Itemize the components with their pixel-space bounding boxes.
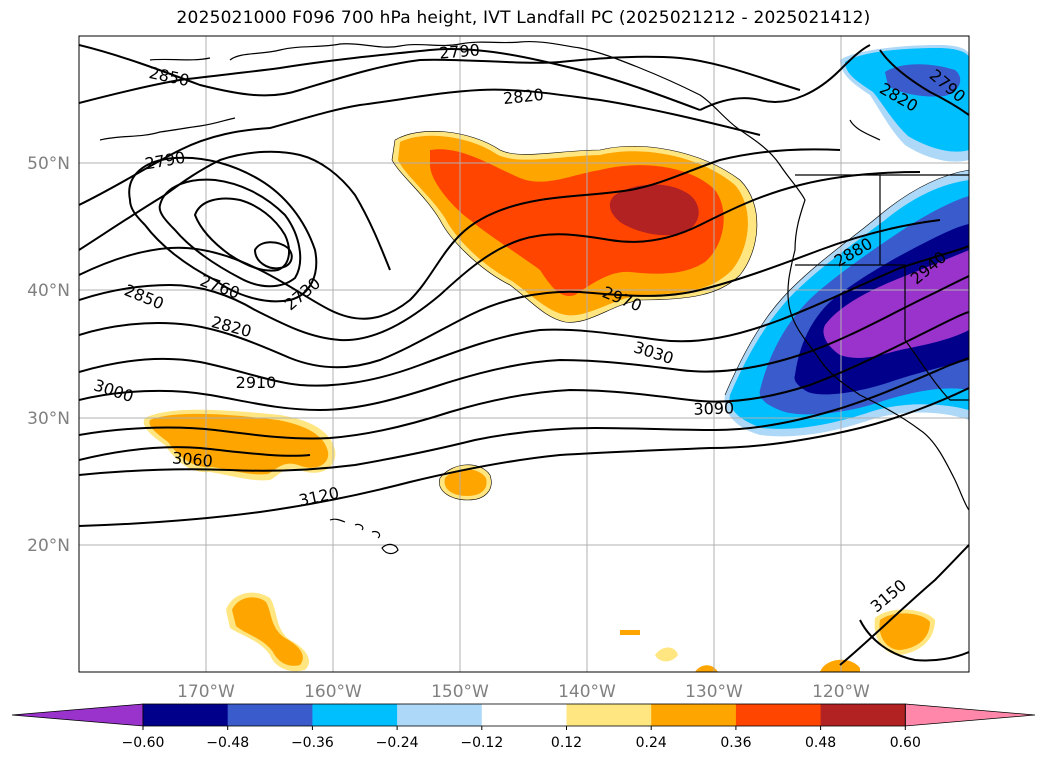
- contour-label: 2820: [502, 85, 544, 108]
- colorbar-tick-label: −0.24: [376, 735, 419, 751]
- colorbar-segment: [735, 704, 822, 726]
- contour-label: 2910: [236, 373, 277, 392]
- lon-label-120w: 120°W: [812, 682, 870, 702]
- height-contours: [79, 44, 969, 666]
- map-title: 2025021000 F096 700 hPa height, IVT Land…: [176, 8, 871, 28]
- colorbar-segment: [481, 704, 567, 726]
- contour-label: 3090: [693, 398, 734, 418]
- colorbar-segment: [651, 704, 737, 726]
- colorbar-segment: [143, 704, 229, 726]
- lon-label-130w: 130°W: [685, 682, 743, 702]
- latitude-labels: 50°N 40°N 30°N 20°N: [27, 154, 70, 556]
- lat-label-30n: 30°N: [27, 409, 70, 429]
- lat-label-50n: 50°N: [27, 154, 70, 174]
- colorbar-tick-label: −0.48: [206, 735, 249, 751]
- colorbar-segment: [397, 704, 483, 726]
- lon-label-160w: 160°W: [304, 682, 362, 702]
- gridlines: [79, 36, 969, 672]
- lon-label-150w: 150°W: [431, 682, 489, 702]
- lat-label-20n: 20°N: [27, 536, 70, 556]
- colorbar-tick-label: −0.36: [291, 735, 334, 751]
- colorbar-tick-label: 0.12: [551, 735, 582, 751]
- contour-label: 3060: [171, 448, 213, 470]
- longitude-labels: 170°W 160°W 150°W 140°W 130°W 120°W: [177, 682, 870, 702]
- contour-label: 2790: [438, 40, 480, 62]
- colorbar-tick-label: −0.12: [460, 735, 503, 751]
- colorbar-border: [142, 703, 906, 727]
- lat-label-40n: 40°N: [27, 281, 70, 301]
- colorbar: −0.60 −0.48 −0.36 −0.24 −0.12 0.12 0.24 0.36 0.4…: [11, 703, 1036, 751]
- colorbar-tick-label: 0.24: [636, 735, 667, 751]
- colorbar-tick-label: 0.60: [890, 735, 921, 751]
- lon-label-170w: 170°W: [177, 682, 235, 702]
- map-frame: [78, 35, 970, 673]
- colorbar-extend-low: [11, 703, 144, 727]
- colorbar-segment: [566, 704, 652, 726]
- colorbar-segment: [227, 704, 313, 726]
- lon-label-140w: 140°W: [558, 682, 616, 702]
- colorbar-extend-high: [904, 703, 1036, 727]
- colorbar-segment: [312, 704, 398, 726]
- colorbar-tick-label: 0.48: [805, 735, 836, 751]
- colorbar-tick-label: −0.60: [122, 735, 165, 751]
- colorbar-segment: [820, 704, 906, 726]
- colorbar-tick-label: 0.36: [720, 735, 751, 751]
- shading-edges: [391, 131, 969, 501]
- negative-shading: [724, 45, 969, 437]
